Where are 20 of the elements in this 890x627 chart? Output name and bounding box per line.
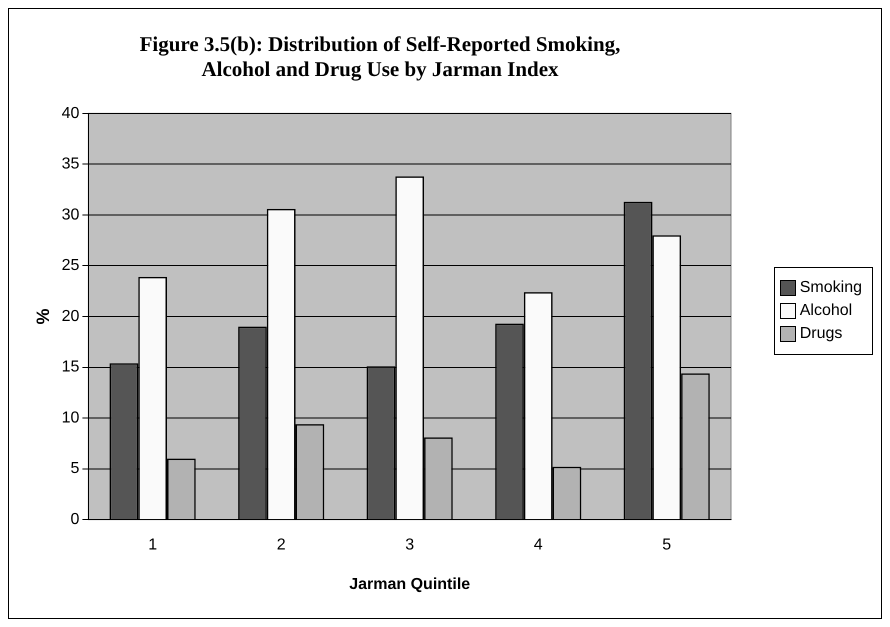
x-tick-label: 3	[405, 536, 414, 554]
x-tick-label: 5	[662, 536, 672, 554]
y-tick-label: 10	[62, 409, 80, 426]
y-tick-label: 5	[70, 460, 80, 478]
y-tick-label: 30	[62, 206, 80, 224]
x-axis-title: Jarman Quintile	[349, 576, 470, 593]
y-tick-label: 25	[62, 257, 80, 274]
legend-label: Drugs	[800, 325, 842, 343]
legend-label: Alcohol	[800, 302, 852, 320]
legend-label: Smoking	[800, 279, 862, 297]
chart-title: Figure 3.5(b): Distribution of Self-Reported Smoking, Alcohol and Drug Use by Jarman Index	[140, 32, 620, 82]
x-tick-label: 2	[276, 536, 286, 554]
y-tick-label: 0	[70, 511, 80, 528]
y-tick-label: 15	[62, 358, 80, 376]
y-axis-title: %	[32, 308, 53, 325]
y-tick-label: 35	[62, 156, 80, 173]
x-tick-label: 4	[534, 536, 543, 554]
x-tick-label: 1	[148, 536, 158, 554]
y-tick-label: 20	[62, 308, 80, 325]
y-tick-label: 40	[62, 104, 80, 122]
